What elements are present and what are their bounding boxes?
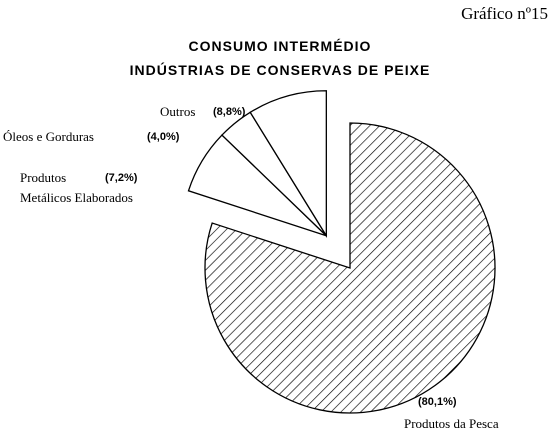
value-label: (4,0%) (147, 131, 180, 143)
pie-slice (249, 90, 327, 239)
value-label: (7,2%) (105, 172, 138, 184)
slice-label: Óleos e Gorduras (3, 129, 94, 144)
pie-slice (204, 122, 496, 414)
value-label: (80,1%) (418, 396, 457, 408)
chart-subtitle: INDÚSTRIAS DE CONSERVAS DE PEIXE (129, 62, 431, 78)
chart-title: CONSUMO INTERMÉDIO (188, 38, 372, 54)
slice-label: Outros (160, 104, 196, 119)
slice-label: Produtos Metálicos Elaborados (20, 170, 133, 205)
figure-number: Gráfico nº15 (461, 4, 548, 23)
slice-label: Produtos da Pesca (404, 416, 499, 431)
value-label: (8,8%) (213, 106, 246, 118)
